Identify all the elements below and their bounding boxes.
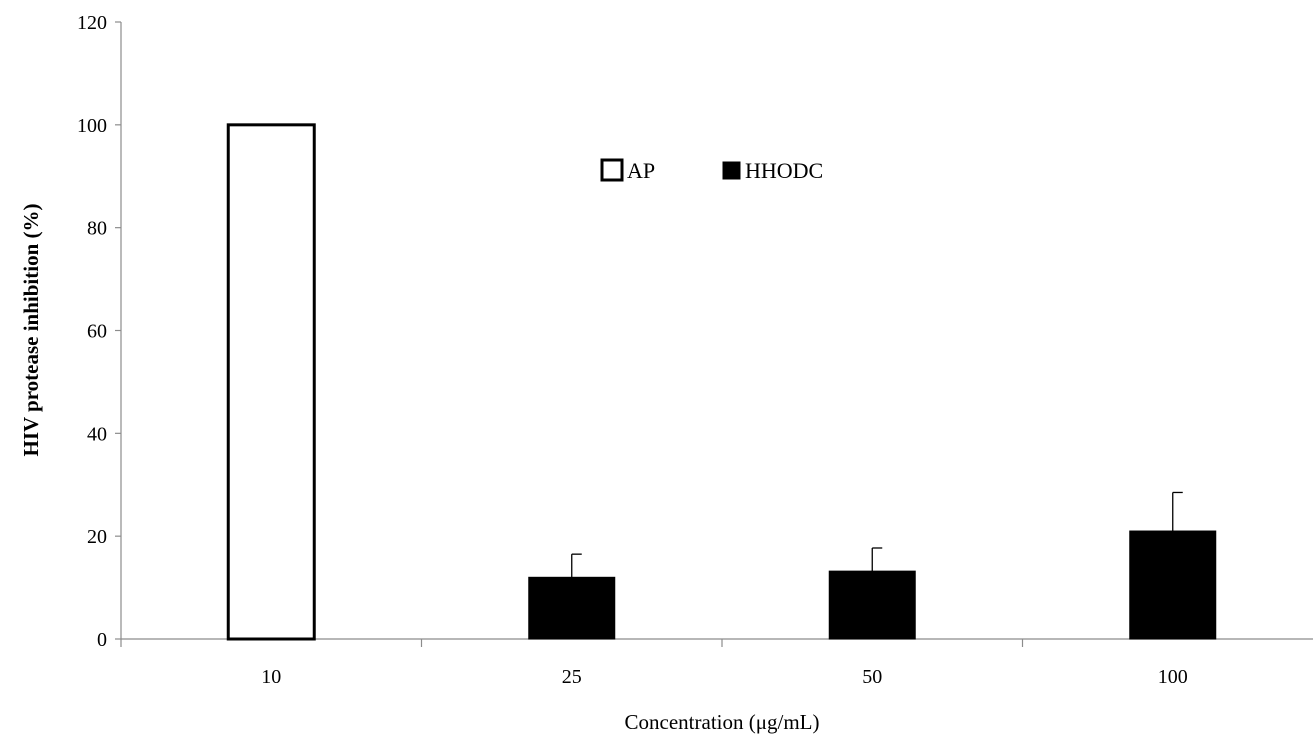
bars [226,123,1217,641]
y-tick-label: 60 [87,321,107,343]
y-tick-label: 20 [87,526,107,548]
legend-label-ap: AP [627,158,655,183]
y-tick-label: 0 [97,629,107,651]
legend-swatch-hhodc [722,161,741,180]
legend-label-hhodc: HHODC [745,158,823,183]
x-tick-label: 100 [1158,666,1188,688]
x-tick-label: 25 [562,666,582,688]
bar-hhodc-100 [1129,530,1217,640]
y-tick-label: 100 [77,115,107,137]
y-tick-label: 80 [87,218,107,240]
y-tick-label: 120 [77,12,107,34]
legend: AP HHODC [600,158,823,183]
legend-swatch-ap [600,158,624,182]
bar-hhodc-25 [528,576,616,640]
y-ticks: 0 20 40 60 80 100 120 [77,12,121,651]
y-axis-title: HIV protease inhibition (%) [19,203,43,456]
error-bars [571,491,1183,578]
bar-hhodc-50 [828,570,916,640]
y-tick-label: 40 [87,423,107,445]
x-tick-label: 50 [862,666,882,688]
bar-ap-10 [226,123,316,641]
x-tick-label: 10 [261,666,281,688]
x-ticks: 10 25 50 100 [120,639,1188,688]
x-axis-title: Concentration (μg/mL) [625,710,820,734]
